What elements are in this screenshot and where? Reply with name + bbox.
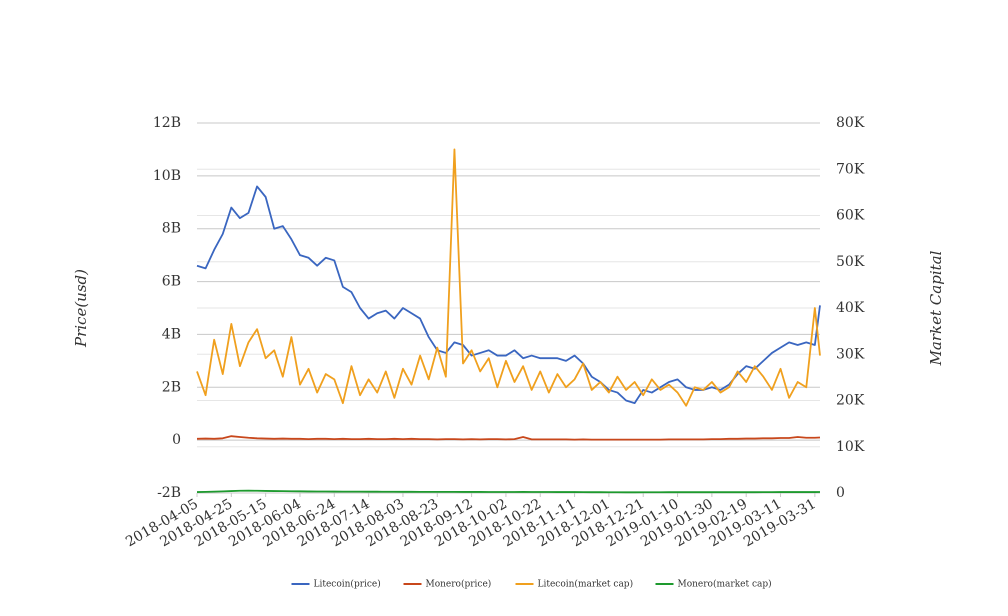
y-tick-label: 6B (162, 274, 181, 290)
y2-tick-label: 70K (836, 161, 865, 177)
y-tick-label: 12B (153, 115, 181, 131)
legend-label: Monero(price) (426, 579, 492, 590)
legend: Litecoin(price) Monero(price) Litecoin(mar… (291, 579, 772, 590)
series-line (196, 435, 821, 441)
y2-tick-label: 10K (836, 439, 865, 455)
y-tick-label: 0 (172, 432, 181, 448)
y2-tick-label: 0 (836, 485, 845, 501)
y-tick-label: 8B (162, 221, 181, 237)
series-line (196, 148, 821, 407)
y2-tick-label: 40K (836, 300, 865, 316)
y-axis-title: Price(usd) (72, 269, 90, 348)
y2-tick-label: 30K (836, 346, 865, 362)
legend-label: Litecoin(market cap) (538, 579, 634, 590)
series-line (196, 185, 821, 405)
y2-tick-label: 60K (836, 208, 865, 224)
y-tick-label: 10B (153, 168, 181, 184)
y-tick-label: -2B (157, 485, 181, 501)
series-line (196, 489, 821, 494)
legend-label: Litecoin(price) (314, 579, 381, 590)
y2-tick-label: 80K (836, 115, 865, 131)
y2-tick-label: 20K (836, 393, 865, 409)
y2-axis-title: Market Capital (927, 250, 945, 366)
y2-tick-label: 50K (836, 254, 865, 270)
y-tick-label: 2B (162, 379, 181, 395)
y-tick-label: 4B (162, 326, 181, 342)
legend-label: Monero(market cap) (678, 579, 772, 590)
